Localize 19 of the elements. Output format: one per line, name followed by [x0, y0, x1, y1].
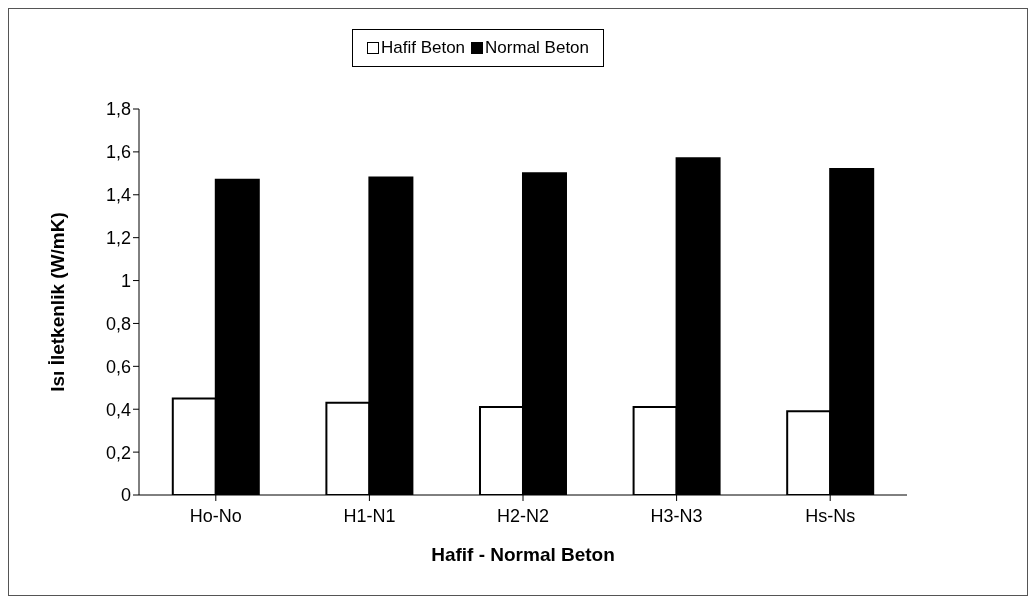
y-tick-label: 0,2: [105, 442, 131, 463]
y-tick-label: 1,2: [105, 228, 131, 249]
x-axis-title: Hafif - Normal Beton: [431, 544, 615, 565]
legend-label: Normal Beton: [484, 38, 590, 58]
y-tick-label: 1: [120, 270, 131, 291]
y-tick-label: 1,8: [105, 99, 131, 120]
y-tick-label: 1,4: [105, 185, 131, 206]
y-axis-title: Isı İletkenlik (W/mK): [46, 212, 68, 392]
y-tick-label: 1,6: [105, 142, 131, 163]
x-tick-label: Ho-No: [189, 505, 242, 526]
legend-label: Hafif Beton: [379, 38, 466, 58]
y-tick-label: 0,8: [105, 313, 131, 334]
y-tick-label: 0,6: [105, 356, 131, 377]
x-tick-label: H2-N2: [496, 505, 550, 526]
x-tick-label: H1-N1: [343, 505, 396, 526]
y-tick-label: 0: [120, 485, 131, 506]
x-tick-label: H3-N3: [650, 505, 703, 526]
x-tick-label: Hs-Ns: [805, 505, 856, 526]
y-tick-label: 0,4: [105, 399, 131, 420]
